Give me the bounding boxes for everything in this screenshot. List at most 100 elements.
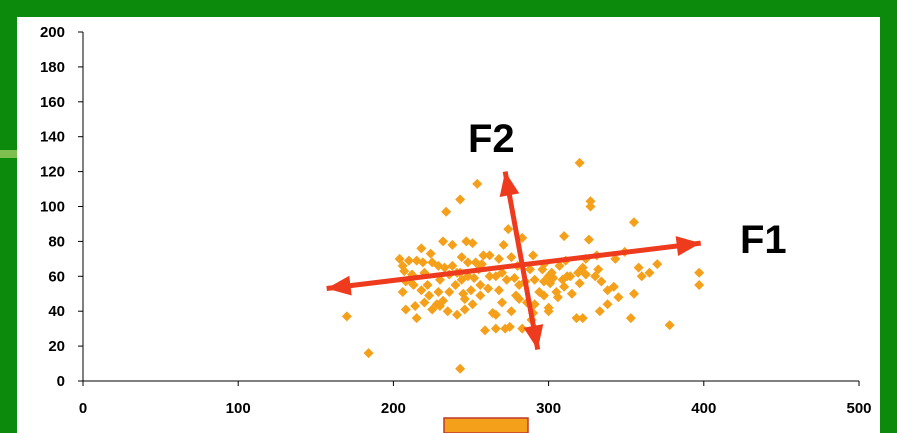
data-point xyxy=(559,231,570,242)
data-point xyxy=(501,274,512,285)
data-point xyxy=(466,285,476,296)
data-point xyxy=(411,313,422,324)
data-point xyxy=(476,259,487,270)
data-point xyxy=(694,267,705,278)
data-point xyxy=(403,255,414,266)
data-point xyxy=(450,280,461,291)
data-point xyxy=(602,299,613,310)
data-point xyxy=(438,236,449,247)
data-point xyxy=(524,264,535,275)
factor-arrows xyxy=(326,171,701,351)
data-point xyxy=(478,250,489,261)
arrow-tail-head-f2 xyxy=(523,324,544,350)
data-point xyxy=(503,224,514,235)
data-point xyxy=(459,304,470,315)
data-point xyxy=(441,206,452,217)
data-point xyxy=(529,274,540,285)
data-point xyxy=(636,271,647,282)
data-point xyxy=(585,201,596,212)
data-point xyxy=(628,217,639,228)
data-point xyxy=(484,250,495,261)
data-point xyxy=(397,260,408,271)
data-point xyxy=(517,323,528,334)
data-point xyxy=(456,274,467,285)
data-point xyxy=(425,248,436,259)
data-point xyxy=(574,157,585,168)
data-point xyxy=(528,250,539,261)
data-point xyxy=(613,292,624,303)
x-tick-label: 0 xyxy=(79,400,87,417)
y-tick-label: 140 xyxy=(40,129,65,146)
data-point xyxy=(417,257,428,268)
data-point xyxy=(456,252,467,263)
data-point xyxy=(664,320,675,331)
data-point xyxy=(534,287,545,298)
data-point xyxy=(608,281,619,292)
data-point xyxy=(644,267,655,278)
data-point xyxy=(416,243,427,254)
data-point xyxy=(694,280,705,291)
y-tick-label: 180 xyxy=(40,59,65,76)
data-point xyxy=(483,283,494,294)
data-point xyxy=(467,238,478,249)
data-point xyxy=(571,313,582,324)
x-tick-label: 300 xyxy=(536,400,561,417)
arrow-head-f1 xyxy=(675,236,701,256)
data-point xyxy=(545,278,556,289)
data-point xyxy=(652,259,663,270)
data-point xyxy=(490,323,501,334)
x-tick-label: 400 xyxy=(691,400,716,417)
data-point xyxy=(475,290,486,301)
data-point xyxy=(574,278,585,289)
y-tick-label: 100 xyxy=(40,199,65,216)
y-tick-label: 20 xyxy=(48,338,65,355)
data-point xyxy=(447,239,458,250)
data-point xyxy=(397,287,408,298)
data-points xyxy=(341,157,705,374)
y-tick-label: 40 xyxy=(48,303,65,320)
data-point xyxy=(552,292,563,303)
data-point xyxy=(472,178,483,189)
data-point xyxy=(434,300,445,311)
data-point xyxy=(487,307,498,318)
data-point xyxy=(467,299,478,310)
arrow-tail-head-f1 xyxy=(326,275,352,296)
data-point xyxy=(455,363,466,374)
data-point xyxy=(573,267,584,278)
data-point xyxy=(469,273,480,284)
data-point xyxy=(566,288,577,299)
data-point xyxy=(439,262,450,273)
data-point xyxy=(590,271,601,282)
y-tick-label: 0 xyxy=(57,373,65,390)
data-point xyxy=(484,271,495,282)
data-point xyxy=(410,300,421,311)
x-tick-label: 200 xyxy=(381,400,406,417)
data-point xyxy=(400,304,411,315)
data-point xyxy=(497,267,508,278)
data-point xyxy=(498,239,509,250)
data-point xyxy=(596,276,607,287)
data-point xyxy=(506,252,517,263)
annotation-labels: F1 F2 xyxy=(468,117,787,262)
data-point xyxy=(416,285,427,296)
frame-notch xyxy=(0,150,17,158)
data-point xyxy=(419,297,430,308)
data-point xyxy=(363,348,374,359)
label-f2: F2 xyxy=(468,117,515,161)
label-f1: F1 xyxy=(740,218,787,262)
data-point xyxy=(427,304,438,315)
y-tick-label: 160 xyxy=(40,94,65,111)
data-point xyxy=(479,325,490,336)
data-point xyxy=(458,288,469,299)
y-tick-label: 200 xyxy=(40,24,65,41)
y-tick-label: 80 xyxy=(48,233,65,250)
axes: 0 100 200 300 400 500 0 20 40 60 80 100 120 140 160 180… xyxy=(40,24,872,417)
data-point xyxy=(580,269,591,280)
data-point xyxy=(475,280,486,291)
data-point xyxy=(394,253,405,264)
data-point xyxy=(504,321,515,332)
y-tick-label: 60 xyxy=(48,268,65,285)
footer-tab xyxy=(443,417,529,433)
